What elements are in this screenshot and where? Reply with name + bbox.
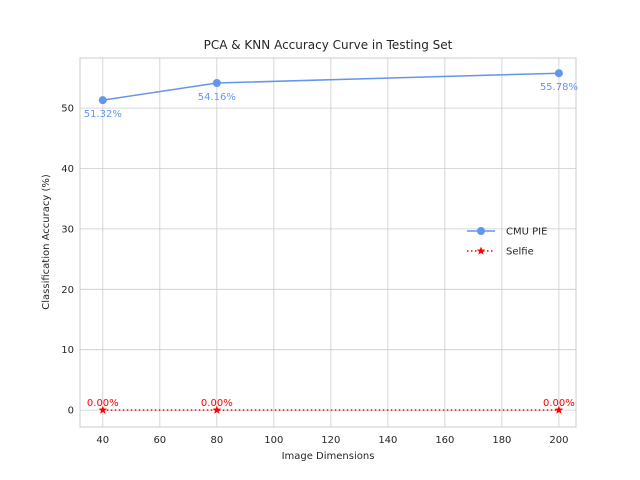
y-tick-label: 50	[61, 104, 74, 115]
x-tick-label: 60	[153, 435, 166, 446]
data-label-cmu-pie: 54.16%	[198, 92, 236, 103]
series-layer	[98, 69, 564, 414]
chart-title: PCA & KNN Accuracy Curve in Testing Set	[204, 38, 453, 52]
y-tick-label: 40	[61, 164, 74, 175]
data-point-cmu-pie	[554, 69, 563, 78]
plot-area-frame	[79, 57, 577, 428]
y-tick-label: 10	[61, 345, 74, 356]
data-point-cmu-pie	[98, 96, 107, 105]
data-point-cmu-pie	[212, 79, 221, 88]
legend-label-selfie: Selfie	[506, 247, 534, 258]
data-point-selfie	[554, 405, 564, 414]
y-tick-label: 20	[61, 285, 74, 296]
data-label-selfie: 0.00%	[543, 398, 575, 409]
data-label-selfie: 0.00%	[87, 398, 119, 409]
data-labels: 51.32% 54.16% 55.78% 0.00% 0.00% 0.00%	[84, 82, 578, 409]
x-tick-label: 160	[435, 435, 454, 446]
data-point-selfie	[98, 405, 108, 414]
data-label-selfie: 0.00%	[201, 398, 233, 409]
x-tick-label: 140	[378, 435, 397, 446]
legend-marker-selfie	[476, 246, 486, 255]
x-tick-label: 120	[321, 435, 340, 446]
x-tick-label: 200	[549, 435, 568, 446]
data-label-cmu-pie: 55.78%	[540, 82, 578, 93]
x-tick-label: 100	[264, 435, 283, 446]
legend-marker-cmu-pie	[477, 227, 485, 235]
x-ticks: 40 60 80 100 120 140 160 180 200	[96, 435, 568, 446]
legend: CMU PIE Selfie	[467, 227, 547, 258]
data-label-cmu-pie: 51.32%	[84, 109, 122, 120]
data-point-selfie	[212, 405, 222, 414]
y-axis-label: Classification Accuracy (%)	[41, 174, 52, 310]
x-tick-label: 80	[210, 435, 223, 446]
y-ticks: 0 10 20 30 40 50	[61, 104, 74, 417]
x-tick-label: 180	[492, 435, 511, 446]
legend-label-cmu-pie: CMU PIE	[506, 227, 547, 238]
y-tick-label: 0	[68, 406, 74, 417]
x-tick-label: 40	[96, 435, 109, 446]
x-axis-label: Image Dimensions	[282, 451, 375, 462]
y-tick-label: 30	[61, 224, 74, 235]
